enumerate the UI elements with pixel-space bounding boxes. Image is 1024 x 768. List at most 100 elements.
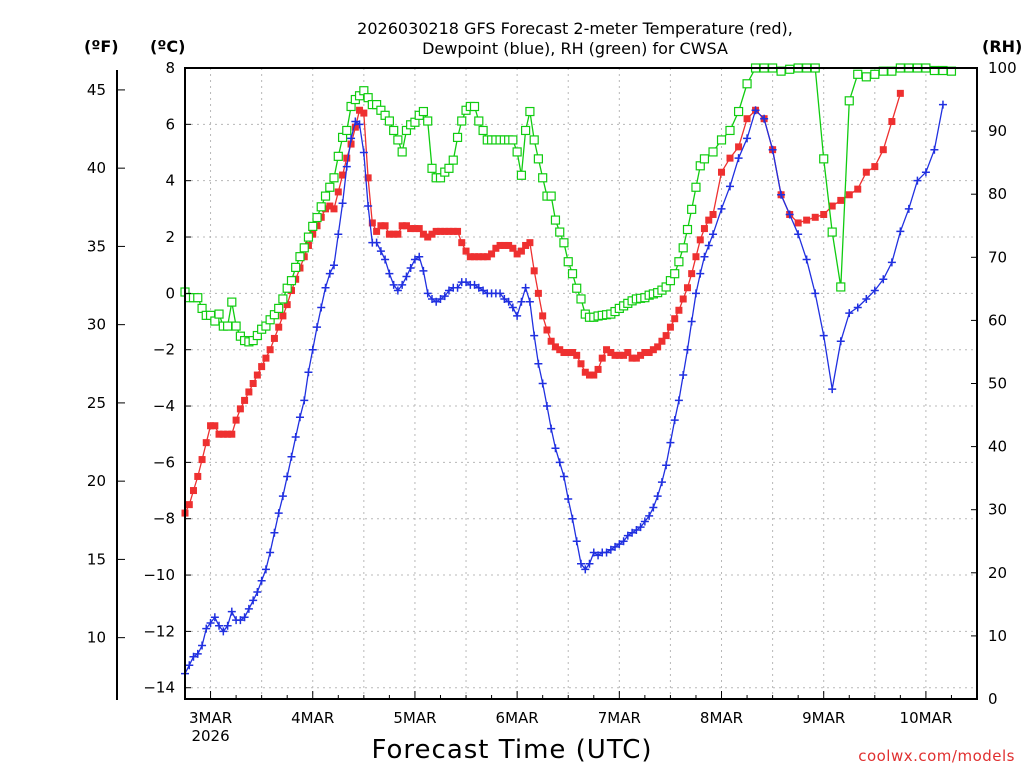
rh-data-point xyxy=(716,135,727,145)
rh-data-point xyxy=(844,96,854,106)
temperature-data-point xyxy=(224,430,232,438)
x-axis-title: Forecast Time (UTC) xyxy=(371,735,652,765)
celsius-tick-label: 8 xyxy=(165,59,175,77)
gridlines xyxy=(185,68,977,699)
temperature-data-point xyxy=(675,306,683,314)
dewpoint-data-point xyxy=(513,311,522,320)
temperature-data-point xyxy=(270,334,278,342)
dewpoint-data-point xyxy=(777,190,786,199)
dewpoint-data-point xyxy=(185,661,194,670)
temperature-data-point xyxy=(632,354,640,362)
rh-data-point xyxy=(282,283,292,293)
dewpoint-data-point xyxy=(802,255,811,264)
celsius-tick-label: 6 xyxy=(165,115,175,133)
dewpoint-data-point xyxy=(662,461,671,470)
fahrenheit-tick-label: 30 xyxy=(87,316,106,334)
rh-data-point xyxy=(699,154,710,164)
rh-data-point xyxy=(320,191,331,201)
rh-tick-label: 0 xyxy=(988,690,998,708)
temperature-data-point xyxy=(624,349,632,357)
temperature-data-point xyxy=(347,140,355,148)
temperature-data-point xyxy=(726,154,734,162)
dewpoint-data-point xyxy=(215,621,224,630)
temperature-data-point xyxy=(564,349,572,357)
temperature-data-point xyxy=(505,241,513,249)
rh-data-point xyxy=(785,64,795,74)
dewpoint-data-point xyxy=(870,286,879,295)
temperature-data-point xyxy=(334,188,342,196)
rh-data-point xyxy=(559,238,569,248)
dewpoint-data-point xyxy=(666,438,675,447)
temperature-data-point xyxy=(207,422,215,430)
temperature-data-point xyxy=(611,351,619,359)
rh-data-point xyxy=(678,243,688,253)
dewpoint-data-point xyxy=(547,424,556,433)
temperature-data-point xyxy=(390,230,398,238)
rh-data-point xyxy=(393,135,403,145)
dewpoint-data-point xyxy=(321,283,330,292)
temperature-data-point xyxy=(641,349,649,357)
rh-unit-label: (RH) xyxy=(982,37,1022,56)
rh-data-point xyxy=(316,202,326,212)
dewpoint-data-point xyxy=(266,548,275,557)
dewpoint-data-point xyxy=(500,294,509,303)
dewpoint-data-point xyxy=(432,297,441,306)
celsius-tick-label: −6 xyxy=(153,453,175,471)
dewpoint-data-point xyxy=(291,433,300,442)
dewpoint-data-point xyxy=(904,204,913,213)
temperature-data-point xyxy=(700,225,708,233)
temperature-data-point xyxy=(896,89,904,97)
dewpoint-data-point xyxy=(534,359,543,368)
temperature-data-point xyxy=(654,343,662,351)
temperature-data-point xyxy=(862,168,870,176)
dewpoint-data-point xyxy=(670,416,679,425)
dewpoint-data-point xyxy=(879,275,888,284)
dewpoint-data-point xyxy=(313,323,322,332)
dewpoint-data-point xyxy=(683,345,692,354)
temperature-data-point xyxy=(194,472,202,480)
celsius-tick-label: −4 xyxy=(153,397,175,415)
dewpoint-data-point xyxy=(385,269,394,278)
dewpoint-data-point xyxy=(206,618,215,627)
dewpoint-data-point xyxy=(657,478,666,487)
dewpoint-data-point xyxy=(393,286,402,295)
dewpoint-data-point xyxy=(845,309,854,318)
fahrenheit-tick-label: 40 xyxy=(87,159,106,177)
dewpoint-data-point xyxy=(887,258,896,267)
temperature-data-point xyxy=(539,312,547,320)
dewpoint-data-point xyxy=(496,289,505,298)
dewpoint-data-point xyxy=(734,154,743,163)
dewpoint-data-point xyxy=(227,607,236,616)
temperature-data-point xyxy=(705,216,713,224)
temperature-data-point xyxy=(445,227,453,235)
temperature-data-point xyxy=(820,210,828,218)
dewpoint-data-point xyxy=(329,261,338,270)
rh-data-point xyxy=(525,106,535,117)
temperature-data-point xyxy=(241,396,249,404)
dewpoint-data-point xyxy=(581,565,590,574)
dewpoint-data-point xyxy=(525,297,534,306)
temperature-data-point xyxy=(232,416,240,424)
rh-data-point xyxy=(308,221,318,231)
fahrenheit-tick-label: 20 xyxy=(87,472,106,490)
rh-data-point xyxy=(861,72,871,82)
rh-data-point xyxy=(708,147,718,157)
temperature-data-point xyxy=(560,349,568,357)
dewpoint-data-point xyxy=(436,294,445,303)
dewpoint-data-point xyxy=(419,266,428,275)
rh-data-point xyxy=(448,155,458,165)
dewpoint-data-point xyxy=(381,255,390,264)
dewpoint-data-point xyxy=(317,303,326,312)
dewpoint-data-point xyxy=(930,145,939,154)
temperature-data-point xyxy=(185,501,193,509)
rh-tick-label: 20 xyxy=(988,564,1007,582)
rh-data-point xyxy=(529,135,539,145)
dewpoint-data-point xyxy=(347,134,356,143)
dewpoint-data-point xyxy=(938,100,947,109)
temperature-data-point xyxy=(688,270,696,278)
temperature-data-point xyxy=(577,360,585,368)
dewpoint-data-point xyxy=(444,286,453,295)
dewpoint-data-point xyxy=(538,379,547,388)
temperature-data-point xyxy=(526,239,534,247)
